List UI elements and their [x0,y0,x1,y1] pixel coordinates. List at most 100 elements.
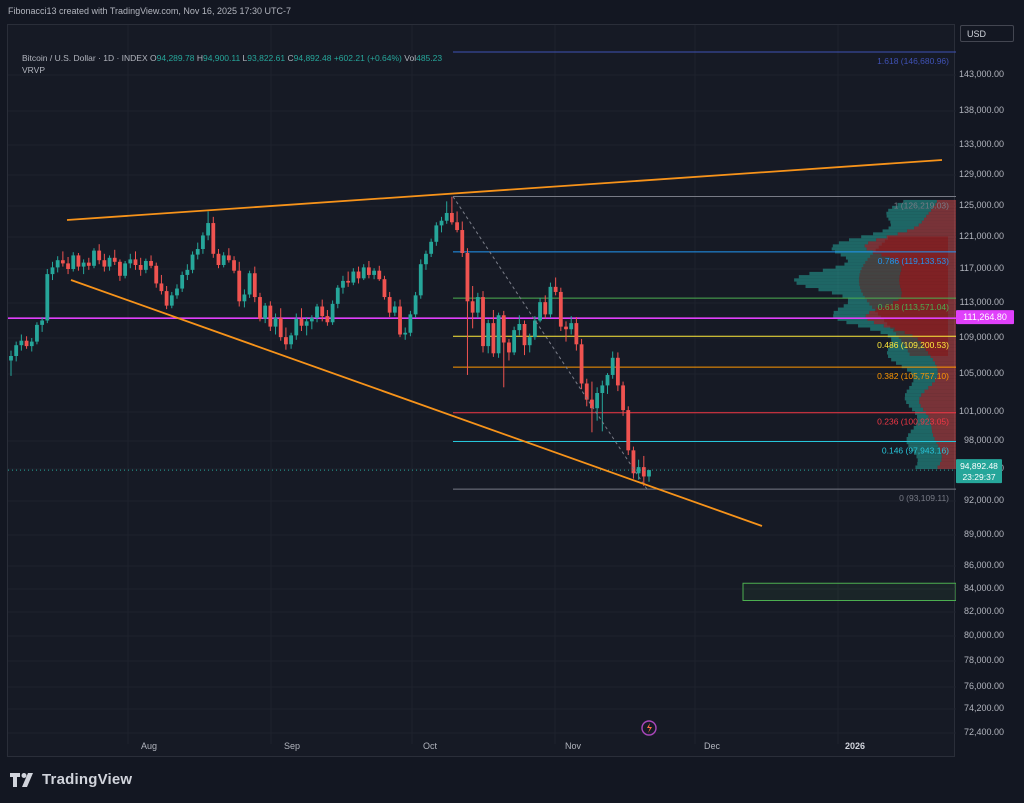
volume-profile-bar-down [881,253,956,257]
candle-body [424,253,428,265]
candle-body [346,280,351,283]
y-axis-label: 109,000.00 [959,332,1004,342]
fib-level-label: 0.382 (105,757.10) [877,371,949,381]
candle-body [55,260,60,268]
candle-body [320,306,325,317]
volume-profile-bar-down [876,307,956,311]
volume-profile-bar-down [941,454,956,459]
value-area-bar [887,322,948,326]
volume-profile-bar-down [940,461,956,466]
volume-profile-bar-down [931,425,956,430]
volume-profile-bar-up [914,451,942,455]
volume-profile-bar-up [906,440,937,445]
volume-profile-bar-up [905,393,922,397]
candle-body [232,260,236,271]
volume-profile-bar-down [936,375,956,379]
candle-body [211,223,216,254]
candle-body [636,467,641,474]
volume-profile-bar-up [837,307,877,311]
candle-body [595,393,600,409]
candle-body [143,261,148,270]
volume-profile-bar-down [921,393,956,397]
volume-profile-bar-down [935,202,956,206]
chart-pane[interactable]: 1.618 (146,680.96) 1 (126,219.03) 0.786 (1… [7,24,956,758]
candle-body [558,291,563,327]
candle-body [128,259,133,264]
candle-body [475,297,480,313]
volume-profile-bar-up [888,354,931,358]
candle-body [76,255,81,267]
volume-profile-bar-up [917,461,941,466]
volume-profile-bar-down [937,368,956,372]
candle-body [367,267,371,275]
volume-profile-bar-down [931,208,956,212]
volume-profile-bar-up [904,396,920,401]
volume-profile-bar-down [933,433,956,437]
candle-body [465,253,470,302]
symbol-name[interactable]: Bitcoin / U.S. Dollar · 1D · INDEX [22,53,148,63]
low-label: L [242,53,248,63]
volume-profile-bar-down [901,288,956,292]
volume-profile-bar-up [917,458,942,462]
volume-profile-bar-up [840,253,882,257]
footer [0,760,1024,803]
value-area-bar [864,295,948,300]
volume-profile-bar-down [926,214,956,218]
candle-body [226,255,231,261]
candle-body [237,270,242,302]
volume-profile-bar-down [883,324,956,328]
volume-profile-bar-down [914,226,956,230]
volume-profile-bar-up [858,324,884,328]
candle-body [299,318,304,326]
volume-profile-bar-down [933,205,956,209]
tradingview-logo[interactable]: TradingView [10,771,132,788]
candle-body [138,265,143,270]
y-axis-label: 84,000.00 [964,583,1004,593]
value-area-bar [887,236,948,240]
volume-profile-bar-up [870,327,895,331]
volume-profile-bar-down [864,244,956,248]
volume-profile-bar-up [843,304,886,308]
volume-profile-bar-up [903,199,937,203]
candle-body [486,323,491,347]
candle-body [501,315,506,343]
volume-profile-bar-down [900,284,956,289]
candle-body [631,450,636,474]
candle-body [164,291,169,306]
currency-button[interactable]: USD [960,25,1014,42]
volume-profile-bar-down [867,317,956,321]
candle-body [418,264,423,296]
candle-body [66,263,70,269]
volume-profile-bar-down [898,297,956,301]
lightning-icon [647,723,652,733]
candle-body [258,297,262,319]
upper-trendline [66,159,943,221]
candle-body [159,283,164,292]
volume-profile-bar-down [940,447,956,452]
y-axis-label: 121,000.00 [959,231,1004,241]
y-axis-label: 78,000.00 [964,655,1004,665]
target-zone-box [742,582,956,601]
candle-body [19,340,24,346]
chart-canvas[interactable]: 1.618 (146,680.96) 1 (126,219.03) 0.786 (1… [8,25,956,758]
candle-body [605,374,610,386]
candle-body [538,302,542,321]
value-area-bar [898,335,948,339]
candle-body [252,273,257,298]
volume-profile-bar-up [845,256,891,260]
candle-body [372,270,376,275]
candle-body [507,342,511,353]
indicator-legend[interactable]: VRVP [22,65,45,75]
volume-profile-bar-up [809,271,901,276]
volume-profile-bar-up [842,294,902,298]
volume-profile-bar-down [919,400,956,405]
volume-profile-bar-down [899,281,956,285]
candle-body [81,262,86,267]
candle-body [268,305,273,327]
value-area-bar [865,260,948,264]
value-area-bar [890,325,948,329]
volume-profile-bar-up [847,259,897,263]
volume-profile-bar-up [906,389,925,394]
candle-body [263,305,268,319]
volume-profile-bar-down [936,440,956,445]
